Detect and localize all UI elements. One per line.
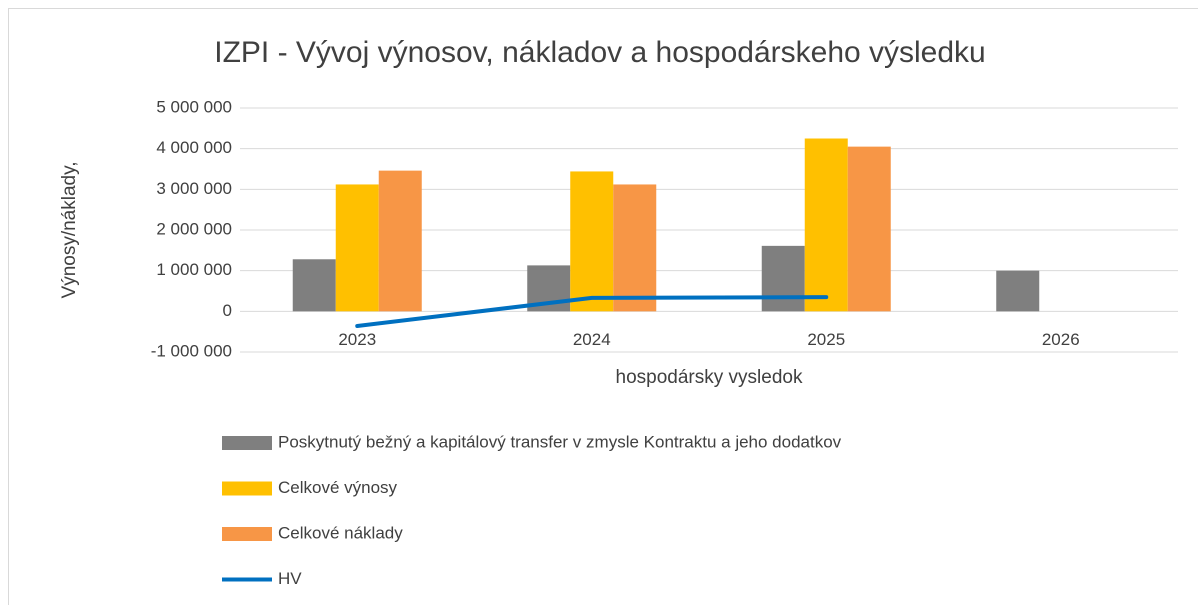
x-tick-label: 2024: [573, 330, 611, 349]
legend-swatch: [222, 436, 272, 450]
x-axis-title: hospodársky vysledok: [616, 367, 803, 388]
bar: [335, 184, 379, 312]
y-tick-label: -1 000 000: [151, 341, 232, 360]
legend-label: Poskytnutý bežný a kapitálový transfer v…: [278, 432, 842, 451]
line: [355, 295, 829, 328]
bar: [847, 146, 891, 312]
bar: [292, 259, 336, 312]
y-tick-label: 0: [223, 301, 232, 320]
x-tick-label: 2026: [1042, 330, 1080, 349]
y-tick-label: 2 000 000: [156, 219, 232, 238]
bar: [378, 170, 422, 312]
legend-swatch: [222, 527, 272, 541]
y-tick-label: 1 000 000: [156, 260, 232, 279]
bar: [570, 171, 614, 312]
x-tick-label: 2025: [807, 330, 845, 349]
y-tick-label: 4 000 000: [156, 138, 232, 157]
bar: [613, 184, 657, 312]
bar: [996, 270, 1040, 312]
y-axis-title: Výnosy/náklady,: [59, 162, 80, 299]
legend-label: Celkové náklady: [278, 523, 403, 542]
bar: [761, 245, 805, 312]
chart-title: IZPI - Vývoj výnosov, nákladov a hospodá…: [214, 36, 986, 69]
x-tick-label: 2023: [338, 330, 376, 349]
legend-label: Celkové výnosy: [278, 478, 398, 497]
y-tick-label: 3 000 000: [156, 179, 232, 198]
bar: [804, 138, 848, 312]
legend-label: HV: [278, 569, 302, 588]
legend-swatch: [222, 481, 272, 496]
y-tick-label: 5 000 000: [156, 97, 232, 116]
